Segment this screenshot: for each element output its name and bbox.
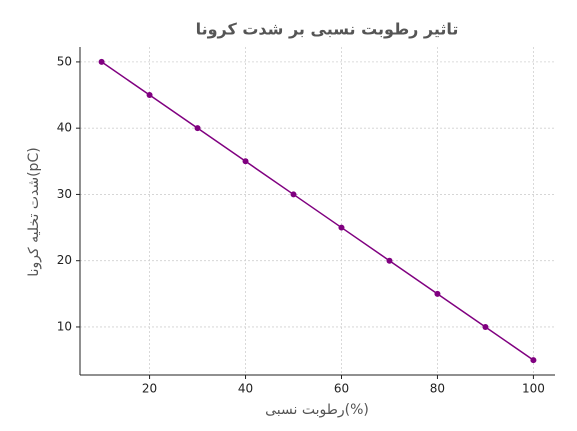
data-point bbox=[194, 125, 201, 132]
y-tick-label: 10 bbox=[57, 319, 72, 333]
y-tick-label: 30 bbox=[57, 187, 72, 201]
data-line bbox=[101, 61, 534, 361]
chart-title: تاثیر رطوبت نسبی بر شدت کرونا bbox=[196, 20, 459, 39]
data-point bbox=[242, 158, 249, 165]
data-point bbox=[290, 191, 297, 198]
y-tick-label: 40 bbox=[57, 121, 72, 135]
data-point bbox=[530, 357, 537, 364]
data-point bbox=[338, 224, 345, 231]
x-tick-label: 20 bbox=[142, 382, 157, 396]
x-tick-label: 60 bbox=[334, 382, 349, 396]
x-tick-label: 40 bbox=[238, 382, 253, 396]
y-axis-label: شدت تخلیه کرونا(pC) bbox=[26, 147, 42, 276]
data-point bbox=[386, 257, 393, 264]
data-point bbox=[146, 92, 153, 99]
x-axis-label: رطوبت نسبی(%) bbox=[265, 402, 369, 418]
x-tick-label: 100 bbox=[522, 382, 545, 396]
data-point bbox=[482, 323, 489, 330]
x-tick-label: 80 bbox=[430, 382, 445, 396]
y-tick-label: 50 bbox=[57, 54, 72, 68]
data-point bbox=[98, 58, 105, 65]
data-point bbox=[434, 290, 441, 297]
y-tick-label: 20 bbox=[57, 253, 72, 267]
